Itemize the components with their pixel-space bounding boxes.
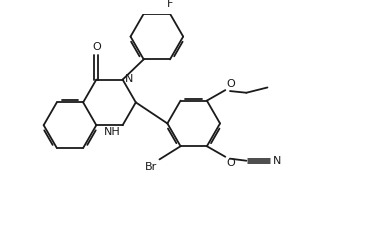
Text: O: O <box>92 42 101 52</box>
Text: O: O <box>226 158 235 168</box>
Text: N: N <box>273 156 281 166</box>
Text: N: N <box>124 74 133 84</box>
Text: O: O <box>226 79 235 89</box>
Text: Br: Br <box>145 162 158 172</box>
Text: F: F <box>167 0 173 9</box>
Text: NH: NH <box>104 127 121 137</box>
